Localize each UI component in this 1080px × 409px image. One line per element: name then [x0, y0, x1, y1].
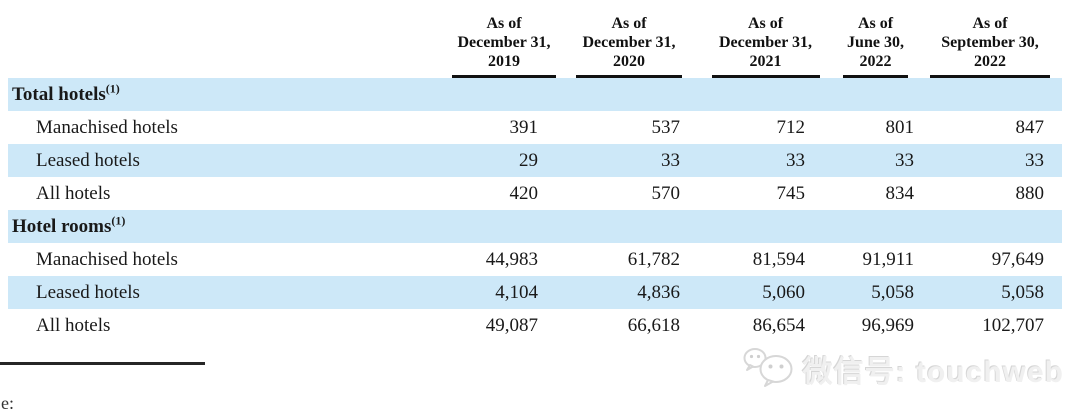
- cell-value: 712: [698, 111, 833, 144]
- section-header: Total hotels(1): [8, 78, 1062, 111]
- table-row: All hotels 420 570 745 834 880: [8, 177, 1062, 210]
- cell-value: 391: [448, 111, 560, 144]
- cell-value: 61,782: [560, 243, 698, 276]
- cell-value: 33: [560, 144, 698, 177]
- column-header-sep-2022: As of September 30, 2022: [918, 6, 1062, 78]
- cell-value: 5,058: [918, 276, 1062, 309]
- cell-value: 33: [833, 144, 918, 177]
- column-header-2019: As of December 31, 2019: [448, 6, 560, 78]
- cell-value: 29: [448, 144, 560, 177]
- row-label: Leased hotels: [8, 276, 448, 309]
- table-row: Manachised hotels 44,983 61,782 81,594 9…: [8, 243, 1062, 276]
- header-line: December 31,: [582, 34, 676, 51]
- header-line: 2022: [974, 53, 1006, 70]
- header-line: As of: [857, 15, 894, 32]
- section-row-total-hotels: Total hotels(1): [8, 78, 1062, 111]
- row-label: All hotels: [8, 177, 448, 210]
- watermark-text: 微信号: touchweb: [802, 356, 1064, 389]
- cell-value: 96,969: [833, 309, 918, 342]
- column-header-2020: As of December 31, 2020: [560, 6, 698, 78]
- row-label: Leased hotels: [8, 144, 448, 177]
- header-line: 2019: [488, 53, 520, 70]
- header-line: As of: [747, 15, 784, 32]
- table-row: Leased hotels 4,104 4,836 5,060 5,058 5,…: [8, 276, 1062, 309]
- cell-value: 5,060: [698, 276, 833, 309]
- header-line: December 31,: [719, 34, 812, 51]
- cell-value: 66,618: [560, 309, 698, 342]
- cell-value: 537: [560, 111, 698, 144]
- hotel-metrics-table: As of December 31, 2019 As of December 3…: [8, 6, 1062, 342]
- cell-value: 49,087: [448, 309, 560, 342]
- header-line: As of: [486, 15, 522, 32]
- cell-value: 5,058: [833, 276, 918, 309]
- header-line: September 30,: [941, 34, 1039, 51]
- footnote-text-fragment: e:: [1, 393, 14, 409]
- cell-value: 880: [918, 177, 1062, 210]
- cell-value: 847: [918, 111, 1062, 144]
- cell-value: 570: [560, 177, 698, 210]
- section-header: Hotel rooms(1): [8, 210, 1062, 243]
- column-header-2021: As of December 31, 2021: [698, 6, 833, 78]
- row-label: Manachised hotels: [8, 243, 448, 276]
- table-row: Manachised hotels 391 537 712 801 847: [8, 111, 1062, 144]
- header-line: December 31,: [457, 34, 551, 51]
- header-line: As of: [972, 15, 1008, 32]
- cell-value: 44,983: [448, 243, 560, 276]
- cell-value: 91,911: [833, 243, 918, 276]
- watermark: 微信号: touchweb: [741, 344, 1064, 394]
- header-line: As of: [611, 15, 647, 32]
- row-label: Manachised hotels: [8, 111, 448, 144]
- table-row: Leased hotels 29 33 33 33 33: [8, 144, 1062, 177]
- cell-value: 102,707: [918, 309, 1062, 342]
- header-line: 2022: [859, 53, 892, 70]
- cell-value: 86,654: [698, 309, 833, 342]
- section-title: Hotel rooms: [12, 215, 112, 237]
- header-line: 2020: [613, 53, 645, 70]
- cell-value: 4,104: [448, 276, 560, 309]
- cell-value: 33: [918, 144, 1062, 177]
- cell-value: 97,649: [918, 243, 1062, 276]
- label-column-header: [8, 6, 448, 78]
- cell-value: 81,594: [698, 243, 833, 276]
- cell-value: 4,836: [560, 276, 698, 309]
- section-title: Total hotels: [12, 83, 106, 105]
- footnote-divider: [0, 362, 205, 365]
- row-label: All hotels: [8, 309, 448, 342]
- cell-value: 834: [833, 177, 918, 210]
- wechat-icon: [743, 348, 793, 387]
- cell-value: 420: [448, 177, 560, 210]
- cell-value: 33: [698, 144, 833, 177]
- table-header-row: As of December 31, 2019 As of December 3…: [8, 6, 1062, 78]
- header-line: 2021: [749, 53, 782, 70]
- table-row: All hotels 49,087 66,618 86,654 96,969 1…: [8, 309, 1062, 342]
- header-line: June 30,: [847, 34, 904, 51]
- cell-value: 745: [698, 177, 833, 210]
- footnote-ref: (1): [111, 213, 126, 228]
- cell-value: 801: [833, 111, 918, 144]
- column-header-jun-2022: As of June 30, 2022: [833, 6, 918, 78]
- section-row-hotel-rooms: Hotel rooms(1): [8, 210, 1062, 243]
- footnote-ref: (1): [105, 81, 120, 96]
